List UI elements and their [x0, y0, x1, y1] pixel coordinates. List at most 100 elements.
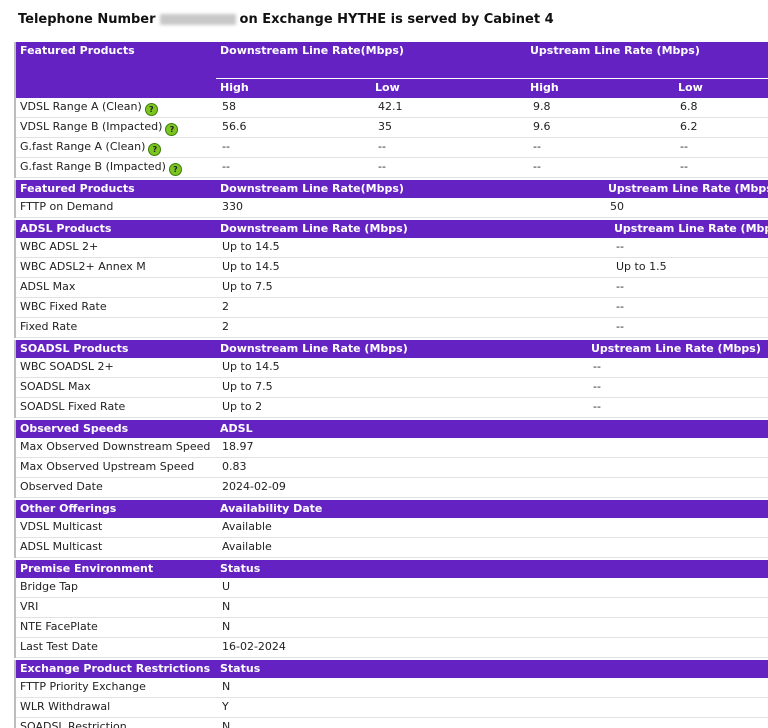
table-row: VDSL Range A (Clean)? 58 42.1 9.8 6.8: [16, 98, 768, 118]
redacted-number: [159, 14, 236, 25]
table-cell: VDSL Multicast: [20, 520, 103, 533]
table-cell: --: [378, 140, 386, 153]
table-cell: G.fast Range A (Clean)?: [20, 138, 162, 156]
section: Premise Environment Status Bridge Tap U VRI N…: [14, 560, 768, 658]
table-row: Observed Date 2024-02-09: [16, 478, 768, 498]
table-cell: 2: [222, 320, 229, 333]
table-row: G.fast Range A (Clean)? -- -- -- --: [16, 138, 768, 158]
header-cell: Downstream Line Rate(Mbps): [220, 44, 404, 57]
header-cell: Upstream Line Rate (Mbps): [614, 222, 768, 235]
sub-header-cell: High: [220, 81, 249, 94]
table-cell: VRI: [20, 600, 39, 613]
table-cell: --: [593, 400, 601, 413]
section-header: Observed Speeds ADSL: [16, 420, 768, 438]
help-icon[interactable]: ?: [165, 123, 179, 136]
table-cell: 6.8: [680, 100, 698, 113]
table-cell: 9.8: [533, 100, 551, 113]
header-cell: Premise Environment: [20, 562, 154, 575]
table-row: VRI N: [16, 598, 768, 618]
table-row: SOADSL Max Up to 7.5 --: [16, 378, 768, 398]
header-cell: Availability Date: [220, 502, 323, 515]
table-cell: 0.83: [222, 460, 247, 473]
title-suffix: on Exchange HYTHE is served by Cabinet 4: [239, 12, 554, 27]
sub-header-cell: High: [530, 81, 559, 94]
table-row: WLR Withdrawal Y: [16, 698, 768, 718]
section: Other Offerings Availability Date VDSL Mul…: [14, 500, 768, 558]
help-icon[interactable]: ?: [168, 163, 182, 176]
table-cell: --: [222, 160, 230, 173]
header-cell: SOADSL Products: [20, 342, 129, 355]
sub-header-cell: Low: [678, 81, 703, 94]
table-cell: U: [222, 580, 231, 593]
table-cell: 50: [610, 200, 624, 213]
table-cell: Y: [222, 700, 229, 713]
table-cell: SOADSL Fixed Rate: [20, 400, 126, 413]
header-cell: Status: [220, 662, 261, 675]
table-cell: --: [222, 140, 230, 153]
table-cell: SOADSL Restriction: [20, 720, 127, 728]
section-header: ADSL Products Downstream Line Rate (Mbps)…: [16, 220, 768, 238]
section-header: Other Offerings Availability Date: [16, 500, 768, 518]
table-cell: Up to 14.5: [222, 260, 280, 273]
section-header: Featured Products Downstream Line Rate(Mb…: [16, 180, 768, 198]
table-cell: VDSL Range A (Clean)?: [20, 98, 158, 116]
table-cell: Up to 2: [222, 400, 263, 413]
table-cell: WBC ADSL2+ Annex M: [20, 260, 146, 273]
table-row: WBC SOADSL 2+ Up to 14.5 --: [16, 358, 768, 378]
table-cell: 9.6: [533, 120, 551, 133]
table-cell: FTTP Priority Exchange: [20, 680, 146, 693]
table-cell: 56.6: [222, 120, 247, 133]
header-cell: Upstream Line Rate (Mbps): [608, 182, 768, 195]
header-cell: Other Offerings: [20, 502, 117, 515]
header-cell: Downstream Line Rate (Mbps): [220, 222, 408, 235]
table-row: NTE FacePlate N: [16, 618, 768, 638]
table-cell: Observed Date: [20, 480, 103, 493]
table-cell: WBC Fixed Rate: [20, 300, 107, 313]
section-header: SOADSL Products Downstream Line Rate (Mbp…: [16, 340, 768, 358]
table-cell: ADSL Max: [20, 280, 76, 293]
table-row: WBC ADSL 2+ Up to 14.5 --: [16, 238, 768, 258]
table-cell: Up to 1.5: [616, 260, 667, 273]
table-cell: NTE FacePlate: [20, 620, 98, 633]
table-cell: G.fast Range B (Impacted)?: [20, 158, 182, 176]
table-cell: --: [593, 360, 601, 373]
section: Featured Products Downstream Line Rate(Mb…: [14, 42, 768, 178]
table-row: Bridge Tap U: [16, 578, 768, 598]
table-cell: --: [593, 380, 601, 393]
table-cell: Available: [222, 540, 272, 553]
title: Telephone Number on Exchange HYTHE is ser…: [18, 12, 554, 27]
table-cell: Max Observed Upstream Speed: [20, 460, 195, 473]
section: Exchange Product Restrictions Status FTTP …: [14, 660, 768, 728]
header-cell: Downstream Line Rate(Mbps): [220, 182, 404, 195]
section: Featured Products Downstream Line Rate(Mb…: [14, 180, 768, 218]
table-row: Max Observed Downstream Speed 18.97: [16, 438, 768, 458]
table-row: SOADSL Restriction N: [16, 718, 768, 728]
table-cell: 18.97: [222, 440, 254, 453]
table-cell: --: [616, 240, 624, 253]
table-cell: Up to 14.5: [222, 240, 280, 253]
table-row: SOADSL Fixed Rate Up to 2 --: [16, 398, 768, 418]
table-cell: 16-02-2024: [222, 640, 286, 653]
table-cell: Bridge Tap: [20, 580, 78, 593]
section-header: Exchange Product Restrictions Status: [16, 660, 768, 678]
table-row: FTTP Priority Exchange N: [16, 678, 768, 698]
table-cell: N: [222, 600, 231, 613]
section: ADSL Products Downstream Line Rate (Mbps)…: [14, 220, 768, 338]
table-cell: --: [616, 320, 624, 333]
table-cell: Available: [222, 520, 272, 533]
table-cell: --: [378, 160, 386, 173]
help-icon[interactable]: ?: [144, 103, 158, 116]
table-cell: VDSL Range B (Impacted)?: [20, 118, 179, 136]
table-row: VDSL Multicast Available: [16, 518, 768, 538]
table-cell: Up to 14.5: [222, 360, 280, 373]
sub-header-cell: Low: [375, 81, 400, 94]
header-cell: Upstream Line Rate (Mbps): [530, 44, 700, 57]
table-row: WBC Fixed Rate 2 --: [16, 298, 768, 318]
table-cell: FTTP on Demand: [20, 200, 114, 213]
table-cell: Up to 7.5: [222, 380, 273, 393]
help-icon[interactable]: ?: [148, 143, 162, 156]
section-header: Featured Products Downstream Line Rate(Mb…: [16, 42, 768, 98]
table-cell: Max Observed Downstream Speed: [20, 440, 211, 453]
table-cell: WLR Withdrawal: [20, 700, 111, 713]
